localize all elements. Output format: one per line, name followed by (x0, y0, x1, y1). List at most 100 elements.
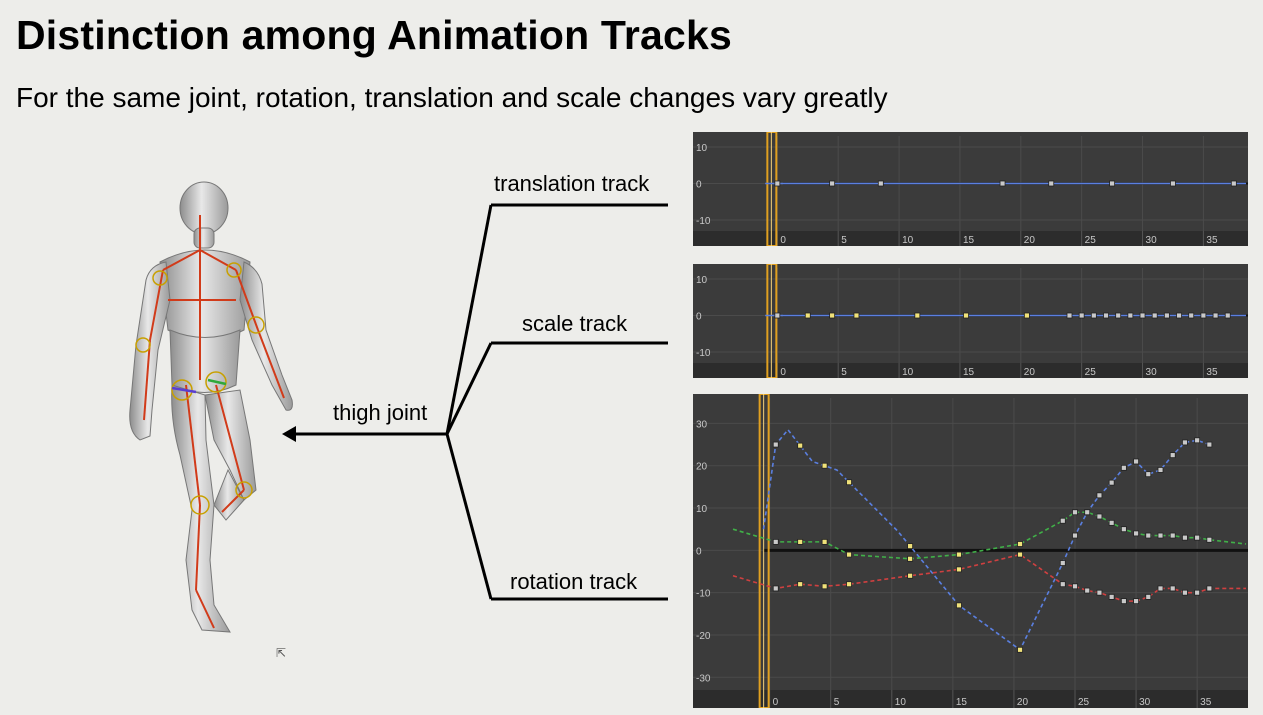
x-tick-label: 5 (834, 697, 840, 708)
keyframe-point (1096, 492, 1103, 499)
translation-curve-plot: 10 0 -10 0 5 10 15 20 25 30 35 (693, 132, 1248, 246)
keyframe-point (1103, 312, 1109, 319)
y-tick-label: 20 (696, 462, 708, 473)
keyframe-point (1176, 312, 1182, 319)
y-tick-label: 0 (696, 312, 702, 323)
keyframe-point (1048, 180, 1055, 187)
keyframe-point (1078, 312, 1085, 319)
x-tick-label: 30 (1146, 235, 1158, 246)
keyframe-point (1194, 534, 1201, 541)
curve-series-1 (732, 511, 1247, 560)
keyframe-point (1109, 180, 1115, 187)
rotation-curve-graph[interactable]: 30 20 10 0 -10 -20 -30 0 5 10 15 20 25 30 35 (693, 394, 1248, 708)
connector-lines (292, 203, 668, 601)
keyframe-point (1182, 439, 1188, 446)
keyframe-point (1163, 312, 1170, 319)
keyframe-point (1066, 312, 1073, 319)
y-tick-label: 0 (696, 180, 702, 191)
x-tick-label: 15 (963, 367, 975, 378)
keyframe-point (956, 566, 962, 573)
keyframe-point (1084, 509, 1091, 516)
x-tick-label: 10 (902, 367, 914, 378)
rigged-character-icon (129, 181, 293, 633)
time-ruler (693, 363, 1248, 378)
keyframe-point (963, 312, 969, 319)
keyframe-point (829, 180, 836, 187)
slide-subtitle: For the same joint, rotation, translatio… (16, 82, 888, 113)
scale-curve-plot: 10 0 -10 0 5 10 15 20 25 30 35 (693, 264, 1248, 378)
x-tick-label: 15 (956, 697, 968, 708)
keyframe-point (1090, 312, 1097, 319)
x-tick-label: 35 (1206, 235, 1218, 246)
keyframe-point (1120, 598, 1127, 605)
keyframe-point (1230, 180, 1237, 187)
keyframe-point (1072, 583, 1078, 590)
keyframe-point (797, 581, 804, 588)
keyframe-point (1096, 513, 1103, 520)
keyframe-point (821, 462, 828, 469)
keyframe-point (1059, 560, 1066, 566)
keyframe-point (907, 543, 914, 550)
keyframe-point (846, 551, 852, 558)
keyframe-point (1206, 441, 1213, 448)
keyframe-point (772, 585, 779, 592)
keyframe-point (907, 572, 914, 579)
keyframe-point (1139, 312, 1146, 319)
x-tick-label: 10 (902, 235, 914, 246)
x-tick-label: 20 (1024, 367, 1036, 378)
translation-curve-graph[interactable]: 10 0 -10 0 5 10 15 20 25 30 35 (693, 132, 1248, 246)
y-tick-label: 0 (696, 546, 702, 557)
keyframe-point (1194, 437, 1201, 444)
playhead-marker (758, 394, 770, 708)
keyframe-point (821, 583, 828, 590)
keyframe-point (1059, 581, 1066, 588)
x-tick-label: 25 (1085, 367, 1097, 378)
keyframe-point (1133, 530, 1139, 537)
keyframe-point (846, 581, 852, 588)
x-tick-label: 25 (1078, 697, 1090, 708)
y-tick-label: 10 (696, 275, 708, 286)
keyframe-point (1182, 534, 1188, 541)
keyframe-point (829, 312, 836, 319)
keyframe-point (774, 180, 781, 187)
y-tick-label: -30 (696, 673, 711, 684)
x-tick-label: 10 (895, 697, 907, 708)
keyframe-point (1108, 593, 1115, 600)
time-ruler (693, 231, 1248, 246)
curve-series-2 (732, 553, 1246, 602)
keyframe-point (1145, 471, 1152, 478)
keyframe-point (1023, 312, 1030, 319)
keyframe-point (772, 538, 779, 545)
keyframe-point (1170, 180, 1176, 187)
keyframe-point (846, 479, 852, 486)
keyframe-point (1182, 589, 1188, 596)
keyframe-point (797, 442, 804, 449)
x-tick-label: 35 (1200, 697, 1212, 708)
keyframe-point (1133, 598, 1139, 605)
keyframe-point (1120, 464, 1127, 471)
x-tick-label: 20 (1017, 697, 1029, 708)
x-tick-label: 30 (1146, 367, 1158, 378)
time-ruler (693, 690, 1248, 708)
x-tick-label: 5 (841, 367, 847, 378)
keyframe-point (914, 312, 921, 319)
x-tick-label: 5 (841, 235, 847, 246)
keyframe-point (956, 602, 962, 609)
scale-curve-graph[interactable]: 10 0 -10 0 5 10 15 20 25 30 35 (693, 264, 1248, 378)
keyframe-point (999, 180, 1006, 187)
keyframe-point (1151, 312, 1158, 319)
rotation-track-label: rotation track (510, 569, 638, 594)
keyframe-point (1017, 551, 1023, 558)
keyframe-point (1145, 593, 1152, 600)
keyframe-point (804, 312, 811, 319)
keyframe-point (821, 538, 828, 545)
playhead-marker (766, 132, 778, 246)
keyframe-point (1169, 452, 1176, 459)
keyframe-point (1059, 517, 1066, 524)
keyframe-point (1127, 312, 1134, 319)
x-tick-label: 0 (780, 235, 786, 246)
y-tick-label: 10 (696, 143, 708, 154)
x-tick-label: 30 (1139, 697, 1151, 708)
scale-track-label: scale track (522, 311, 628, 336)
keyframe-point (1194, 589, 1201, 596)
